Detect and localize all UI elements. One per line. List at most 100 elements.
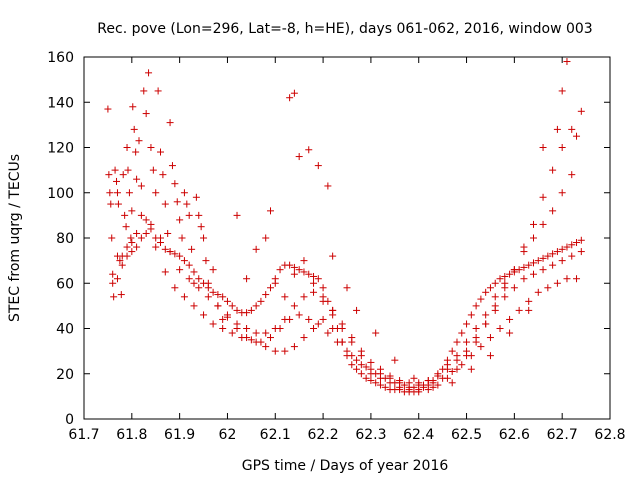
data-point — [319, 284, 327, 292]
data-point — [132, 148, 140, 156]
x-tick-label: 62.1 — [260, 427, 291, 443]
data-point — [105, 171, 113, 179]
data-point — [195, 211, 203, 219]
data-point — [443, 361, 451, 369]
data-point — [362, 363, 370, 371]
data-point — [271, 325, 279, 332]
data-point — [520, 275, 528, 283]
data-point — [209, 266, 217, 274]
data-point — [310, 279, 318, 287]
data-point — [243, 325, 251, 332]
data-point — [190, 268, 198, 276]
data-point — [324, 182, 332, 190]
data-point — [233, 306, 241, 314]
y-tick-label: 160 — [47, 50, 74, 66]
data-point — [123, 243, 131, 251]
data-point — [243, 275, 251, 283]
data-point — [348, 338, 356, 346]
data-point — [376, 374, 384, 382]
x-tick-label: 62.4 — [403, 427, 434, 443]
data-point — [434, 381, 442, 389]
data-point — [424, 386, 432, 394]
data-point — [219, 293, 227, 301]
data-point — [262, 343, 270, 351]
x-tick-label: 62.7 — [547, 427, 578, 443]
data-points — [104, 58, 585, 396]
data-point — [190, 279, 198, 287]
data-point — [367, 370, 375, 378]
data-point — [563, 275, 571, 283]
data-point — [573, 132, 581, 140]
data-point — [539, 254, 547, 262]
data-point — [463, 320, 471, 328]
data-point — [108, 234, 116, 242]
data-point — [185, 275, 193, 283]
y-tick-label: 140 — [47, 95, 74, 111]
data-point — [539, 144, 547, 151]
data-point — [204, 293, 212, 301]
data-point — [305, 270, 313, 278]
data-point — [262, 234, 270, 242]
data-point — [372, 329, 380, 337]
data-point — [281, 293, 289, 301]
data-point — [106, 189, 114, 197]
data-point — [534, 257, 542, 265]
data-point — [558, 144, 566, 151]
data-point — [266, 284, 274, 292]
data-point — [183, 200, 191, 208]
data-point — [219, 325, 227, 332]
data-point — [314, 275, 322, 283]
data-point — [458, 361, 466, 369]
data-point — [109, 279, 117, 287]
x-tick-label: 61.8 — [116, 427, 147, 443]
data-point — [171, 284, 179, 292]
data-point — [228, 329, 236, 337]
data-point — [367, 377, 375, 385]
data-point — [573, 239, 581, 247]
data-point — [386, 379, 394, 387]
data-point — [188, 245, 196, 253]
data-point — [558, 87, 566, 95]
x-tick-label: 62.2 — [308, 427, 339, 443]
data-point — [128, 248, 136, 256]
data-point — [281, 347, 289, 355]
data-point — [295, 311, 303, 319]
data-point — [219, 315, 227, 323]
x-axis-label: GPS time / Days of year 2016 — [242, 458, 449, 474]
data-point — [482, 288, 490, 296]
data-point — [300, 334, 308, 342]
data-point — [171, 180, 179, 188]
data-point — [176, 252, 184, 260]
data-point — [164, 229, 172, 237]
data-point — [568, 125, 576, 133]
data-point — [319, 293, 327, 301]
data-point — [443, 374, 451, 382]
data-point — [525, 261, 533, 269]
data-point — [376, 381, 384, 389]
data-point — [525, 306, 533, 314]
data-point — [104, 105, 112, 113]
data-point — [405, 386, 413, 394]
data-point — [107, 200, 115, 208]
data-point — [180, 189, 188, 197]
data-point — [128, 239, 136, 247]
data-point — [290, 89, 298, 97]
data-point — [448, 367, 456, 375]
data-point — [472, 338, 480, 346]
data-point — [140, 87, 148, 95]
data-point — [228, 302, 236, 310]
data-point — [262, 329, 270, 337]
data-point — [353, 356, 361, 364]
data-point — [157, 148, 165, 156]
data-point — [558, 189, 566, 197]
y-tick-label: 80 — [56, 231, 74, 247]
x-tick-label: 61.7 — [68, 427, 99, 443]
data-point — [544, 252, 552, 260]
data-point — [534, 288, 542, 296]
data-point — [549, 207, 557, 215]
data-point — [529, 259, 537, 267]
data-point — [434, 370, 442, 378]
data-point — [247, 306, 255, 314]
data-point — [214, 291, 222, 299]
data-point — [381, 383, 389, 391]
